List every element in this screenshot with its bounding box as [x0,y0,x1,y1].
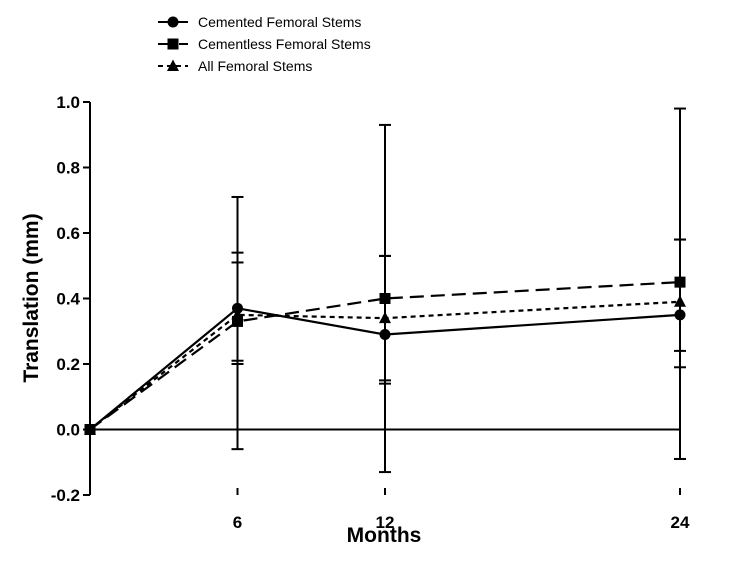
series-lines [89,281,681,431]
series-markers [84,276,686,435]
data-point-square [674,276,686,288]
legend-marker-triangle [167,59,179,71]
legend-label: Cementless Femoral Stems [198,36,371,52]
data-point-triangle [84,423,96,435]
data-point-circle [674,309,686,321]
data-point-triangle [231,308,244,320]
series-line-1 [89,307,681,431]
legend: Cemented Femoral Stems Cementless Femoral… [158,14,371,74]
y-tick-label: 0.0 [56,421,80,440]
data-point-triangle [379,311,391,324]
y-tick-label: 0.6 [56,224,80,243]
data-point-circle [232,302,243,314]
x-tick-label: 12 [376,513,395,532]
y-tick-label: 0.4 [56,290,80,309]
y-axis-title: Translation (mm) [20,213,43,382]
y-tick-label: 0.2 [56,355,80,374]
data-point-circle [379,329,391,341]
error-bars [231,107,686,474]
x-tick-label: 6 [233,513,242,532]
data-point-triangle [674,295,686,307]
data-point-square [232,315,243,327]
data-point-square [379,293,391,304]
y-tick-label: 0.8 [56,159,80,178]
y-tick-label: 1.0 [56,93,80,112]
axes: -0.2 0.0 0.2 0.4 0.6 0.8 1.0 6 12 24 [51,93,690,532]
series-line-3 [89,300,681,431]
legend-label: All Femoral Stems [198,58,312,74]
x-tick-label: 24 [671,513,690,532]
legend-marker-circle [167,16,179,28]
series-line-2 [89,281,681,431]
legend-label: Cemented Femoral Stems [198,14,361,30]
y-tick-label: -0.2 [51,486,80,505]
legend-marker-square [167,38,179,50]
x-axis-title: Months [347,524,422,547]
